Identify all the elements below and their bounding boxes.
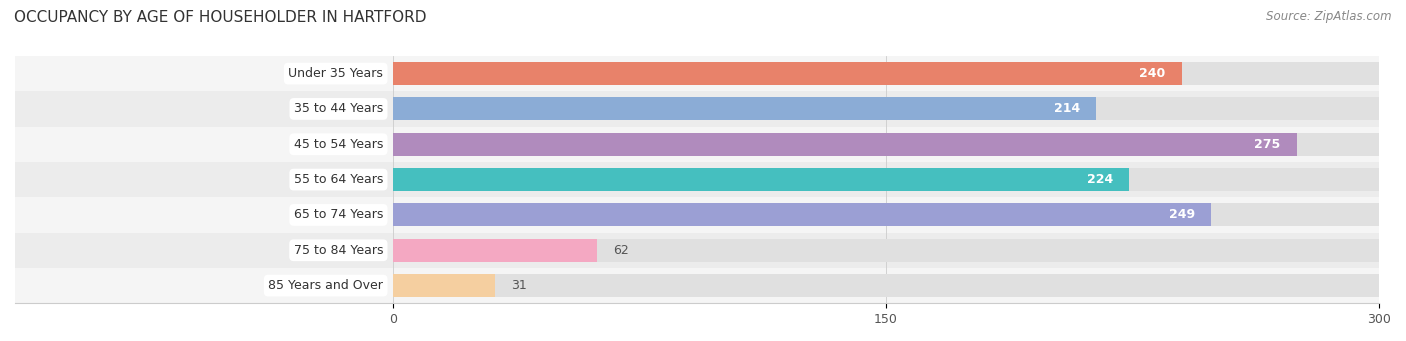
Bar bbox=[394, 168, 1379, 191]
Bar bbox=[15, 233, 1379, 268]
Text: 249: 249 bbox=[1168, 208, 1195, 221]
Text: 45 to 54 Years: 45 to 54 Years bbox=[294, 138, 382, 151]
Bar bbox=[394, 98, 1097, 120]
Text: 55 to 64 Years: 55 to 64 Years bbox=[294, 173, 382, 186]
Bar bbox=[394, 239, 1379, 262]
Text: 62: 62 bbox=[613, 244, 628, 257]
Bar bbox=[394, 168, 1129, 191]
Bar bbox=[15, 268, 1379, 303]
Bar bbox=[394, 204, 1212, 226]
Text: 85 Years and Over: 85 Years and Over bbox=[269, 279, 382, 292]
Text: Under 35 Years: Under 35 Years bbox=[288, 67, 382, 80]
Bar bbox=[394, 204, 1379, 226]
Bar bbox=[15, 197, 1379, 233]
Text: 214: 214 bbox=[1053, 102, 1080, 115]
Text: 31: 31 bbox=[512, 279, 527, 292]
Text: 275: 275 bbox=[1254, 138, 1281, 151]
Bar bbox=[394, 98, 1379, 120]
Text: 75 to 84 Years: 75 to 84 Years bbox=[294, 244, 382, 257]
Text: OCCUPANCY BY AGE OF HOUSEHOLDER IN HARTFORD: OCCUPANCY BY AGE OF HOUSEHOLDER IN HARTF… bbox=[14, 10, 426, 25]
Bar bbox=[15, 91, 1379, 127]
Bar bbox=[15, 56, 1379, 91]
Bar bbox=[15, 162, 1379, 197]
Bar bbox=[394, 62, 1182, 85]
Text: 240: 240 bbox=[1139, 67, 1166, 80]
Text: 224: 224 bbox=[1087, 173, 1112, 186]
Bar bbox=[394, 239, 596, 262]
Text: 35 to 44 Years: 35 to 44 Years bbox=[294, 102, 382, 115]
Text: Source: ZipAtlas.com: Source: ZipAtlas.com bbox=[1267, 10, 1392, 23]
Bar bbox=[394, 274, 495, 297]
Bar bbox=[394, 133, 1379, 156]
Bar bbox=[15, 127, 1379, 162]
Bar bbox=[394, 133, 1296, 156]
Bar bbox=[394, 274, 1379, 297]
Text: 65 to 74 Years: 65 to 74 Years bbox=[294, 208, 382, 221]
Bar bbox=[394, 62, 1379, 85]
